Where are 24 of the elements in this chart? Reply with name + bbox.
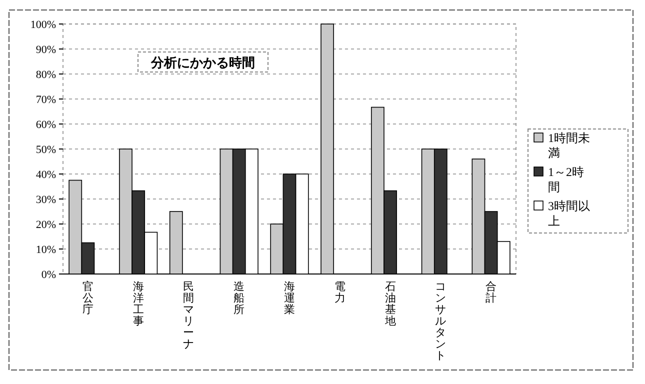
- y-tick-label: 0%: [41, 268, 56, 281]
- y-tick-label: 90%: [36, 44, 56, 56]
- y-tick-label: 50%: [36, 144, 56, 156]
- legend-label: 3時間以上: [548, 199, 590, 228]
- y-tick-label: 40%: [36, 168, 56, 181]
- x-tick-label: 石油基地: [384, 281, 396, 328]
- x-tick-label: 電力: [334, 281, 346, 304]
- x-tick-label: 官公庁: [82, 280, 94, 316]
- y-tick-label: 60%: [36, 118, 56, 131]
- y-tick-label: 80%: [36, 68, 56, 81]
- y-tick-label: 70%: [36, 94, 56, 106]
- x-tick-label: コンサルタント: [435, 281, 446, 362]
- y-tick-label: 20%: [36, 218, 56, 231]
- x-tick-label: 民間マリーナ: [183, 281, 194, 350]
- legend-label: 1時間未満: [548, 131, 590, 160]
- x-tick-label: 海洋工事: [132, 281, 144, 328]
- legend-label: 1～2時間: [548, 165, 584, 194]
- y-tick-label: 100%: [30, 18, 56, 31]
- x-tick-label: 合計: [486, 280, 497, 304]
- text: 分析にかかる時間: [150, 56, 255, 71]
- x-tick-label: 造船所: [234, 280, 245, 316]
- y-tick-label: 10%: [36, 244, 56, 256]
- y-tick-label: 30%: [36, 194, 56, 206]
- x-tick-label: 海運業: [284, 281, 295, 316]
